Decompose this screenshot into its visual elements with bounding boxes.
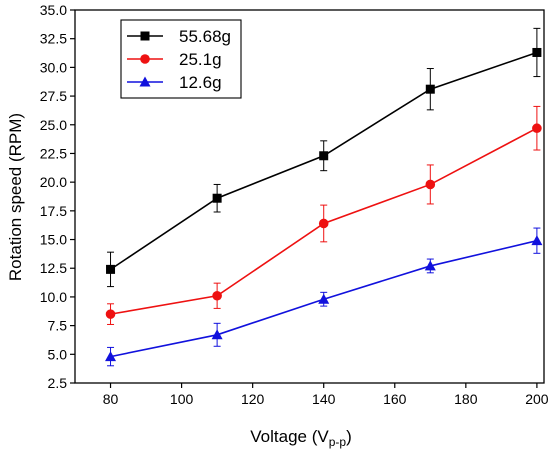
- y-tick-label: 15.0: [40, 232, 67, 248]
- x-tick-label: 200: [525, 391, 549, 407]
- y-axis-title: Rotation speed (RPM): [6, 113, 25, 281]
- legend-marker: [140, 31, 150, 41]
- data-point: [424, 260, 436, 271]
- legend-marker: [139, 76, 151, 87]
- series-0: [106, 27, 542, 288]
- data-point: [212, 193, 222, 203]
- data-point: [425, 179, 436, 190]
- data-point: [318, 293, 330, 304]
- x-axis-title: Voltage (Vp-p): [250, 427, 351, 449]
- y-tick-label: 17.5: [40, 203, 67, 219]
- data-point: [319, 151, 329, 161]
- y-tick-label: 10.0: [40, 289, 67, 305]
- x-tick-label: 100: [170, 391, 194, 407]
- data-point: [105, 309, 116, 319]
- x-axis-title-suffix: ): [346, 427, 352, 446]
- x-axis-title-subscript: p-p: [329, 435, 347, 449]
- y-tick-label: 27.5: [40, 88, 67, 104]
- y-tick-label: 22.5: [40, 145, 67, 161]
- data-point: [212, 290, 222, 301]
- y-axis-ticks: 2.5 5.0 7.5 10.0 12.5 15.0 17.5 20.0 22.5 25.0 27.…: [40, 2, 75, 391]
- y-tick-label: 7.5: [48, 318, 68, 334]
- data-point: [106, 264, 116, 274]
- data-point: [425, 84, 435, 94]
- x-tick-label: 140: [312, 391, 336, 407]
- data-point: [318, 218, 329, 229]
- y-tick-label: 25.0: [40, 117, 67, 133]
- plot-frame: [74, 9, 545, 384]
- y-tick-label: 32.5: [40, 31, 67, 47]
- legend-label: 25.1g: [179, 50, 222, 69]
- y-tick-label: 12.5: [40, 260, 67, 276]
- series-2: [105, 227, 543, 367]
- series-layer: [105, 27, 543, 367]
- data-point: [532, 123, 542, 134]
- legend-label: 55.68g: [179, 27, 231, 46]
- y-tick-label: 20.0: [40, 174, 67, 190]
- y-tick-label: 35.0: [40, 2, 67, 18]
- data-point: [532, 47, 542, 57]
- y-tick-label: 5.0: [48, 346, 68, 362]
- legend-marker: [140, 54, 150, 64]
- legend-label: 12.6g: [179, 73, 222, 92]
- data-point: [211, 329, 223, 340]
- legend: 55.68g 25.1g 12.6g: [120, 19, 242, 99]
- x-axis-title-text: Voltage (V: [250, 427, 329, 446]
- x-tick-label: 180: [454, 391, 478, 407]
- series-1: [105, 105, 542, 325]
- x-tick-label: 160: [383, 391, 407, 407]
- y-tick-label: 2.5: [48, 375, 68, 391]
- x-axis-ticks: 80 100 120 140 160 180 200: [103, 383, 549, 407]
- data-point: [531, 235, 543, 246]
- y-tick-label: 30.0: [40, 59, 67, 75]
- x-tick-label: 120: [241, 391, 265, 407]
- data-point: [105, 351, 117, 362]
- x-tick-label: 80: [103, 391, 119, 407]
- plot-border: [74, 9, 545, 384]
